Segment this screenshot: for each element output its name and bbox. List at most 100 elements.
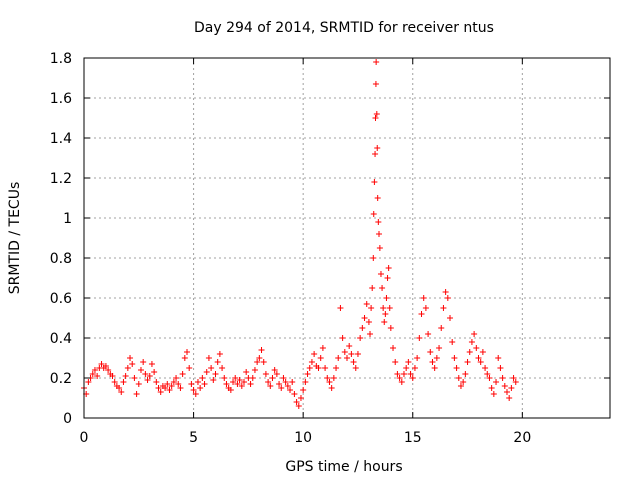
data-point-marker xyxy=(497,365,504,371)
data-point-marker xyxy=(330,375,337,381)
data-point-marker xyxy=(398,379,405,385)
data-point-marker xyxy=(387,325,394,331)
data-point-marker xyxy=(348,351,355,357)
data-point-marker xyxy=(148,361,155,367)
data-point-marker xyxy=(109,373,116,379)
data-point-marker xyxy=(508,385,515,391)
data-point-marker xyxy=(350,359,357,365)
data-point-marker xyxy=(247,381,254,387)
data-point-marker xyxy=(405,359,412,365)
data-point-marker xyxy=(258,347,265,353)
data-point-marker xyxy=(162,385,169,391)
data-point-marker xyxy=(131,375,138,381)
data-point-marker xyxy=(192,391,199,397)
data-point-marker xyxy=(390,345,397,351)
data-point-marker xyxy=(137,367,144,373)
data-point-marker xyxy=(188,381,195,387)
data-point-marker xyxy=(306,365,313,371)
data-point-marker xyxy=(194,379,201,385)
x-tick-label: 5 xyxy=(189,430,198,446)
data-point-marker xyxy=(179,371,186,377)
data-point-marker xyxy=(409,375,416,381)
data-point-marker xyxy=(377,271,384,277)
data-point-marker xyxy=(142,371,149,377)
data-point-marker xyxy=(302,379,309,385)
x-tick-label: 10 xyxy=(294,430,312,446)
data-point-marker xyxy=(468,339,475,345)
data-point-marker xyxy=(370,211,377,217)
data-point-marker xyxy=(291,391,298,397)
data-point-marker xyxy=(89,371,96,377)
data-point-marker xyxy=(144,377,151,383)
data-point-marker xyxy=(164,381,171,387)
y-tick-label: 1 xyxy=(63,211,72,227)
data-point-marker xyxy=(105,367,112,373)
data-point-marker xyxy=(371,179,378,185)
data-point-marker xyxy=(177,385,184,391)
data-point-marker xyxy=(133,391,140,397)
axis-ticks xyxy=(83,57,610,419)
y-tick-label: 0.2 xyxy=(50,371,72,387)
x-tick-label: 20 xyxy=(513,430,531,446)
data-point-marker xyxy=(490,391,497,397)
data-point-marker xyxy=(94,373,101,379)
data-point-marker xyxy=(166,387,173,393)
data-point-marker xyxy=(464,359,471,365)
data-point-marker xyxy=(473,345,480,351)
data-point-marker xyxy=(240,379,247,385)
data-point-marker xyxy=(293,399,300,405)
data-point-marker xyxy=(368,305,375,311)
data-point-marker xyxy=(221,375,228,381)
data-point-marker xyxy=(315,365,322,371)
data-point-marker xyxy=(475,355,482,361)
data-point-marker xyxy=(269,375,276,381)
data-point-marker xyxy=(373,111,380,117)
data-point-marker xyxy=(462,371,469,377)
data-point-marker xyxy=(484,371,491,377)
data-point-marker xyxy=(429,359,436,365)
data-point-marker xyxy=(431,365,438,371)
data-point-marker xyxy=(394,371,401,377)
data-point-marker xyxy=(346,343,353,349)
data-point-marker xyxy=(493,379,500,385)
data-point-marker xyxy=(223,381,230,387)
data-point-marker xyxy=(173,375,180,381)
plot-frame xyxy=(83,57,611,419)
data-point-marker xyxy=(382,311,389,317)
data-point-marker xyxy=(400,371,407,377)
data-point-marker xyxy=(367,331,374,337)
data-point-marker xyxy=(427,349,434,355)
data-point-marker xyxy=(354,351,361,357)
data-point-marker xyxy=(369,285,376,291)
data-point-marker xyxy=(416,335,423,341)
data-point-marker xyxy=(278,385,285,391)
data-point-marker xyxy=(265,379,272,385)
data-point-marker xyxy=(403,365,410,371)
chart-title: Day 294 of 2014, SRMTID for receiver ntu… xyxy=(194,20,494,36)
data-point-marker xyxy=(380,305,387,311)
data-point-marker xyxy=(488,385,495,391)
data-point-marker xyxy=(127,355,134,361)
x-axis-label: GPS time / hours xyxy=(285,459,402,475)
data-point-marker xyxy=(140,359,147,365)
data-point-marker xyxy=(512,379,519,385)
data-point-marker xyxy=(85,379,92,385)
data-point-marker xyxy=(370,255,377,261)
data-point-marker xyxy=(276,381,283,387)
data-point-marker xyxy=(273,371,280,377)
data-point-marker xyxy=(111,379,118,385)
data-point-marker xyxy=(243,369,250,375)
data-point-marker xyxy=(501,383,508,389)
data-point-marker xyxy=(376,245,383,251)
data-point-marker xyxy=(181,355,188,361)
data-point-marker xyxy=(201,381,208,387)
data-point-marker xyxy=(335,355,342,361)
data-point-marker xyxy=(317,355,324,361)
data-point-marker xyxy=(186,365,193,371)
data-point-marker xyxy=(365,319,372,325)
data-point-marker xyxy=(440,305,447,311)
data-point-marker xyxy=(466,349,473,355)
grid-lines xyxy=(84,58,610,418)
data-point-marker xyxy=(460,379,467,385)
